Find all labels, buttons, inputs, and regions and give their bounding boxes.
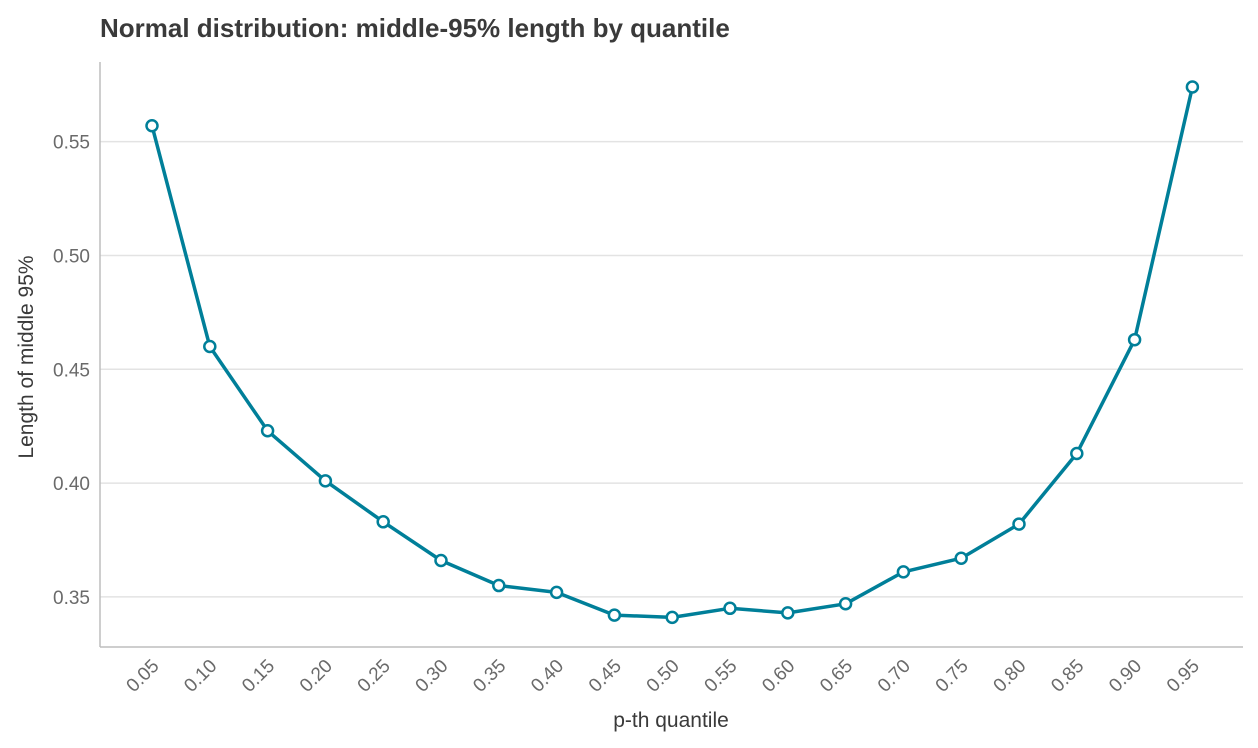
x-tick-label-13: 0.70	[874, 656, 915, 697]
data-point-18	[1185, 80, 1200, 94]
y-tick-labels: 0.35 0.40 0.45 0.50 0.55	[53, 133, 90, 609]
data-point-14	[954, 551, 968, 565]
x-tick-label-6: 0.35	[469, 656, 510, 697]
y-tick-label-3: 0.50	[53, 246, 90, 267]
data-point-15	[1012, 517, 1026, 531]
y-tick-label-0: 0.35	[53, 588, 90, 609]
data-point-11	[781, 606, 795, 620]
x-tick-label-18: 0.95	[1163, 656, 1204, 697]
x-tick-labels: 0.05 0.10 0.15 0.20 0.25 0.30 0.35 0.40 0.45 0.50…	[123, 656, 1204, 697]
x-tick-label-11: 0.60	[758, 656, 799, 697]
data-point-5	[434, 553, 448, 568]
y-tick-label-4: 0.55	[53, 133, 90, 154]
x-tick-label-0: 0.05	[123, 656, 164, 697]
x-tick-label-2: 0.15	[238, 656, 279, 697]
data-point-1	[203, 339, 217, 354]
data-point-9	[665, 610, 679, 625]
y-tick-label-1: 0.40	[53, 474, 90, 495]
chart-title: Normal distribution: middle-95% length b…	[100, 13, 730, 43]
data-point-16	[1070, 446, 1084, 461]
series-line	[150, 86, 1195, 620]
x-tick-label-14: 0.75	[932, 656, 973, 697]
x-tick-label-7: 0.40	[527, 656, 568, 697]
x-tick-label-8: 0.45	[585, 656, 626, 697]
data-point-2	[260, 424, 275, 438]
x-tick-label-3: 0.20	[296, 656, 337, 697]
y-axis-label: Length of middle 95%	[15, 255, 38, 458]
data-point-8	[607, 608, 622, 622]
data-point-3	[318, 474, 333, 488]
data-point-7	[549, 585, 564, 600]
x-tick-label-9: 0.50	[643, 656, 684, 697]
x-tick-label-4: 0.25	[354, 656, 395, 697]
axes	[99, 62, 1243, 648]
data-point-0	[145, 118, 159, 133]
gridlines	[100, 140, 1243, 598]
x-axis-label: p-th quantile	[613, 709, 729, 732]
y-tick-label-2: 0.45	[53, 360, 90, 381]
data-point-10	[723, 601, 737, 616]
x-tick-label-12: 0.65	[816, 656, 857, 697]
x-tick-label-1: 0.10	[180, 656, 221, 697]
data-point-13	[896, 565, 911, 579]
x-tick-label-10: 0.55	[701, 656, 742, 697]
x-tick-label-15: 0.80	[990, 656, 1031, 697]
x-tick-label-16: 0.85	[1047, 656, 1088, 697]
data-point-12	[838, 597, 853, 611]
x-tick-label-17: 0.90	[1105, 656, 1146, 697]
data-point-6	[492, 578, 506, 593]
x-tick-label-5: 0.30	[412, 656, 453, 697]
data-point-17	[1127, 332, 1142, 347]
data-points	[145, 80, 1200, 625]
data-point-4	[376, 515, 390, 529]
